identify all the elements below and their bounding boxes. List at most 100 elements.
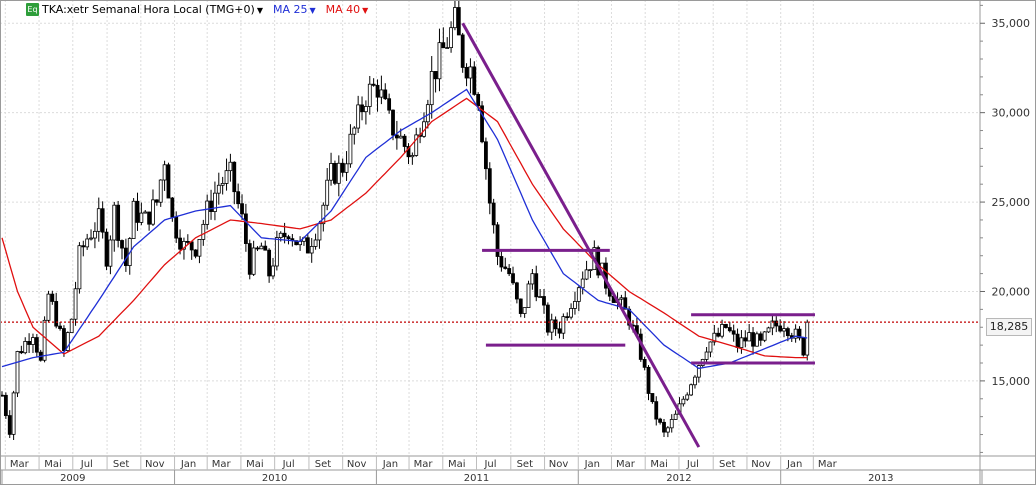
ma25-layer (1, 88, 808, 370)
candle-body (453, 7, 457, 29)
candle-body (549, 319, 554, 333)
candle-body (251, 247, 256, 275)
candle-body (85, 238, 90, 248)
candle-body (147, 211, 152, 225)
candle-body (747, 332, 752, 342)
month-label: Set (113, 459, 130, 470)
ma40-legend-item[interactable]: MA 40 ▼ (326, 3, 369, 16)
candle-body (774, 320, 779, 327)
candle-body (518, 298, 523, 314)
candle-body (580, 278, 585, 289)
candle-body (514, 282, 519, 300)
candle-body (15, 351, 20, 394)
ma25-line (1, 88, 808, 370)
candle-body (770, 320, 775, 329)
downtrend-line (461, 22, 701, 448)
candle-body (507, 268, 512, 275)
month-label: Jul (80, 459, 93, 470)
grid-layer (0, 0, 980, 456)
candle-body (414, 134, 419, 156)
candle-body (54, 301, 59, 327)
candle-body (286, 236, 291, 240)
candle-body (360, 104, 364, 113)
candle-body (313, 239, 318, 247)
candle-body (3, 394, 8, 416)
candle-body (793, 328, 798, 339)
candle-body (182, 240, 186, 250)
month-label: Set (719, 459, 736, 470)
candle-body (243, 213, 248, 244)
candle-body (751, 332, 755, 347)
candle-body (685, 394, 690, 400)
candle-body (27, 341, 31, 345)
y-tick-label: 35,000 (992, 17, 1031, 30)
month-label: Jan (382, 459, 398, 470)
candle-body (526, 283, 531, 308)
candle-body (46, 293, 51, 321)
y-tick-label: 30,000 (992, 107, 1031, 120)
candle-body (228, 161, 233, 172)
month-label: Nov (549, 459, 569, 470)
candle-body (185, 240, 190, 243)
year-label: 2012 (666, 473, 691, 484)
month-label: Jan (584, 459, 600, 470)
candle-body (569, 308, 573, 318)
instrument-selector[interactable]: TKA:xetr Semanal Hora Local (TMG+0) ▼ (42, 3, 263, 16)
candle-body (712, 332, 717, 343)
month-label: Nov (145, 459, 165, 470)
candle-body (576, 287, 581, 302)
month-label: Jan (786, 459, 802, 470)
ma25-legend-item[interactable]: MA 25 ▼ (273, 3, 316, 16)
candle-body (650, 393, 655, 403)
candle-body (224, 170, 229, 184)
candle-body (545, 304, 550, 333)
candle-body (162, 164, 167, 181)
candle-body (472, 66, 477, 95)
candle-body (681, 398, 686, 405)
month-label: Set (517, 459, 534, 470)
last-price-tag: 18,285 (986, 318, 1032, 336)
candle-body (484, 141, 488, 170)
candle-body (782, 328, 786, 332)
candle-body (50, 293, 55, 302)
month-label: Mar (616, 459, 636, 470)
candle-body (205, 200, 210, 225)
candle-body (441, 42, 446, 49)
candle-body (236, 191, 241, 205)
candle-body (220, 183, 225, 186)
candle-body (491, 202, 496, 226)
candle-body (170, 197, 175, 218)
candle-body (553, 319, 558, 330)
ma40-line (1, 97, 808, 359)
candle-body (259, 245, 264, 250)
candle-body (766, 327, 771, 333)
candle-body (778, 325, 783, 332)
candle-body (708, 341, 713, 353)
chevron-down-icon: ▼ (256, 6, 263, 15)
candle-body (669, 419, 674, 429)
candle-body (383, 89, 388, 100)
candle-body (487, 168, 492, 204)
candle-body (662, 421, 666, 433)
candle-body (100, 208, 105, 233)
candle-body (58, 325, 62, 329)
candle-body (189, 241, 194, 251)
candle-body (154, 199, 159, 203)
candle-body (449, 27, 453, 49)
candle-body (797, 328, 802, 339)
candle-body (116, 204, 121, 241)
candle-body (104, 231, 109, 267)
candle-body (735, 333, 740, 349)
candle-body (429, 71, 434, 106)
month-label: Jul (282, 459, 295, 470)
candle-body (139, 212, 144, 223)
candle-body (727, 327, 732, 332)
candle-body (503, 266, 508, 269)
month-label: Mar (10, 459, 30, 470)
chevron-down-icon: ▼ (362, 6, 369, 15)
month-label: Mai (448, 459, 466, 470)
candle-body (305, 237, 310, 254)
candle-body (654, 401, 659, 420)
month-label: Nov (347, 459, 367, 470)
